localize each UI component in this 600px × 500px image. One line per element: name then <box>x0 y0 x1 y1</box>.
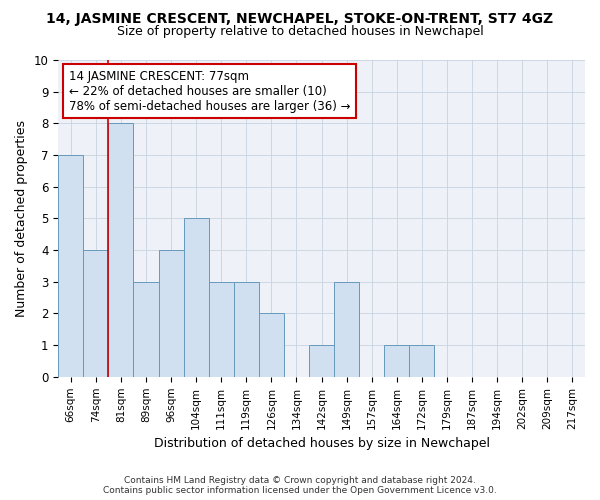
Bar <box>184 218 209 377</box>
Bar <box>234 282 259 377</box>
Bar <box>259 314 284 377</box>
Bar <box>384 345 409 377</box>
Bar <box>309 345 334 377</box>
Text: Size of property relative to detached houses in Newchapel: Size of property relative to detached ho… <box>116 25 484 38</box>
Bar <box>83 250 109 377</box>
Bar <box>109 124 133 377</box>
Bar <box>409 345 434 377</box>
Bar <box>209 282 234 377</box>
Y-axis label: Number of detached properties: Number of detached properties <box>15 120 28 317</box>
Bar <box>158 250 184 377</box>
Bar <box>58 155 83 377</box>
Text: 14, JASMINE CRESCENT, NEWCHAPEL, STOKE-ON-TRENT, ST7 4GZ: 14, JASMINE CRESCENT, NEWCHAPEL, STOKE-O… <box>46 12 554 26</box>
Bar <box>133 282 158 377</box>
X-axis label: Distribution of detached houses by size in Newchapel: Distribution of detached houses by size … <box>154 437 490 450</box>
Bar <box>334 282 359 377</box>
Text: 14 JASMINE CRESCENT: 77sqm
← 22% of detached houses are smaller (10)
78% of semi: 14 JASMINE CRESCENT: 77sqm ← 22% of deta… <box>68 70 350 112</box>
Text: Contains HM Land Registry data © Crown copyright and database right 2024.
Contai: Contains HM Land Registry data © Crown c… <box>103 476 497 495</box>
